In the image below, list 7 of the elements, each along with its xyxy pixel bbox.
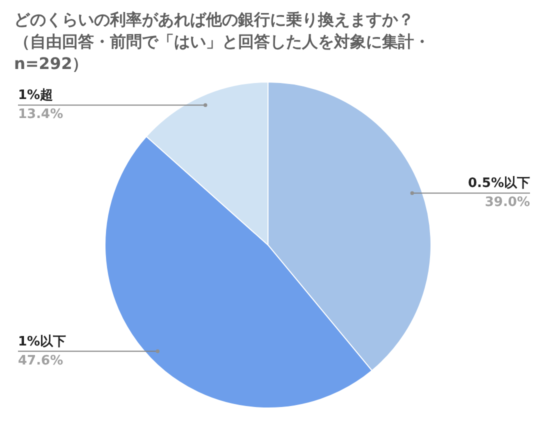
slice-label: 0.5%以下 [468, 176, 530, 192]
data-label: 47.6% [18, 353, 64, 368]
chart-title: どのくらいの利率があれば他の銀行に乗り換えますか？（自由回答・前問で「はい」と回答した人を対象に集計・n=292） [14, 10, 430, 73]
data-label: 13.4% [18, 107, 64, 122]
slice-label: 1%超 [18, 88, 54, 104]
data-label: 39.0% [484, 195, 530, 210]
slice-label: 1%以下 [18, 334, 66, 350]
